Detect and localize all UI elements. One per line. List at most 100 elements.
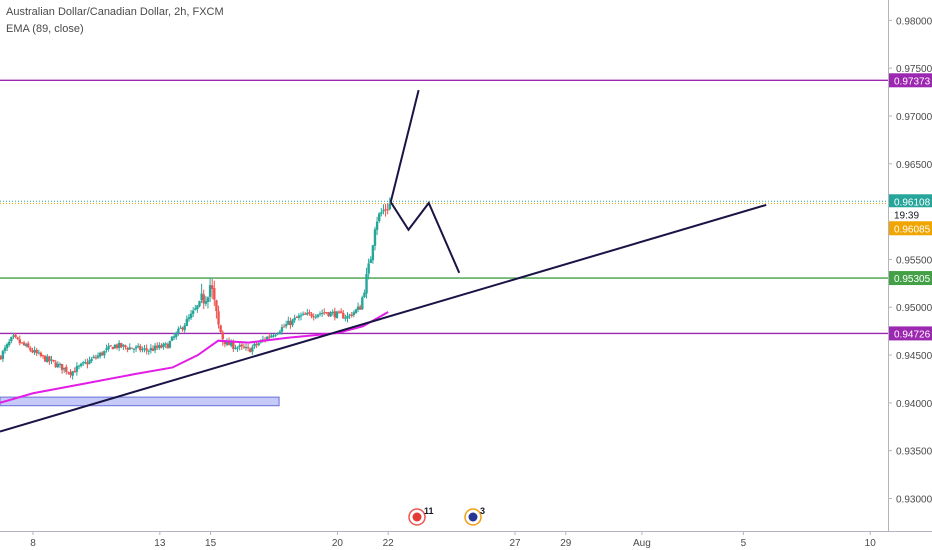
candle-body (179, 327, 182, 329)
candle (187, 314, 191, 322)
candle (111, 346, 115, 350)
candle-body (272, 335, 275, 337)
candle (14, 333, 17, 339)
candle-body (314, 316, 317, 318)
candle-body (147, 350, 150, 352)
canada-event-badge[interactable]: 11 (408, 506, 434, 526)
projection-path (389, 201, 461, 274)
candle (128, 343, 131, 350)
candle-body (306, 312, 309, 315)
candle (278, 330, 282, 335)
candle (312, 313, 315, 321)
candle (354, 308, 358, 314)
candle-body (335, 311, 339, 319)
candle (88, 356, 91, 365)
candle-body (12, 335, 15, 337)
candle (185, 315, 189, 327)
candle (75, 362, 79, 376)
candle-body (120, 343, 123, 348)
candle (335, 310, 339, 319)
candle-body (10, 337, 13, 342)
candle (43, 355, 47, 362)
candle-body (126, 347, 129, 350)
candle-body (160, 345, 163, 348)
candle (304, 311, 307, 315)
candle (50, 355, 53, 365)
candle-body (37, 352, 41, 354)
candle (234, 344, 237, 350)
candle (284, 320, 288, 329)
candle (356, 302, 360, 312)
time-tick-label: 8 (30, 538, 36, 549)
candle-body (327, 312, 330, 316)
candle-body (5, 344, 9, 349)
candle-body (350, 314, 353, 316)
candle-body (208, 285, 212, 297)
candle (158, 342, 161, 350)
candle-body (348, 314, 351, 316)
candle (348, 313, 351, 320)
candle (124, 344, 127, 350)
candle (12, 332, 15, 339)
candle-body (103, 350, 106, 356)
candle-body (238, 345, 241, 347)
candle-body (162, 343, 165, 347)
canada-event-badge-flag-icon (412, 512, 422, 522)
candle (164, 342, 167, 349)
candle (306, 308, 309, 316)
candle-body (297, 315, 301, 318)
candle-body (206, 297, 210, 302)
candle-body (1, 351, 5, 360)
candle-body (225, 341, 229, 345)
candle (160, 343, 163, 349)
candle-body (3, 347, 7, 351)
candle (198, 300, 201, 308)
candle-body (333, 311, 337, 318)
candle (270, 333, 273, 338)
candle (8, 338, 11, 347)
candle (0, 354, 2, 360)
australia-event-badge-flag-icon (468, 512, 478, 522)
candle-body (246, 347, 250, 349)
candle-body (295, 317, 298, 319)
candle (179, 325, 182, 329)
candle-body (244, 347, 248, 349)
candle (333, 307, 337, 321)
candle (132, 347, 136, 354)
candle-body (316, 314, 320, 317)
time-axis: 8 13 15 20 22 27 29 Aug 5 10 (0, 531, 932, 549)
time-tick-label: 5 (741, 538, 747, 549)
candle-body (96, 355, 100, 358)
candle (373, 226, 377, 251)
candle (31, 347, 34, 354)
candle (5, 342, 9, 352)
candle (382, 204, 385, 215)
candle-body (0, 356, 2, 360)
candle-body (82, 362, 85, 364)
price-tick-label: 0.93500 (896, 447, 932, 458)
candle (272, 333, 275, 338)
price-tick-label: 0.97000 (896, 112, 932, 123)
level-middle-tag: 0.95305 (894, 274, 931, 285)
candle-body (79, 363, 83, 366)
candle (101, 351, 104, 357)
candle-body (92, 356, 95, 358)
candle (337, 310, 341, 314)
candle (367, 258, 370, 280)
candle (107, 342, 110, 352)
candle (384, 204, 387, 217)
candle (299, 312, 303, 321)
ema-line (0, 311, 389, 404)
australia-event-badge[interactable]: 3 (464, 506, 485, 526)
candle (183, 322, 186, 333)
candle-body (168, 341, 172, 348)
price-tick-label: 0.97500 (896, 64, 932, 75)
indicator-label: EMA (89, close) (6, 23, 84, 35)
candle (126, 346, 129, 353)
candle (342, 309, 345, 319)
candle (217, 305, 220, 329)
candle (71, 370, 74, 380)
candle-body (291, 319, 294, 326)
countdown-tag-bg (889, 207, 932, 222)
